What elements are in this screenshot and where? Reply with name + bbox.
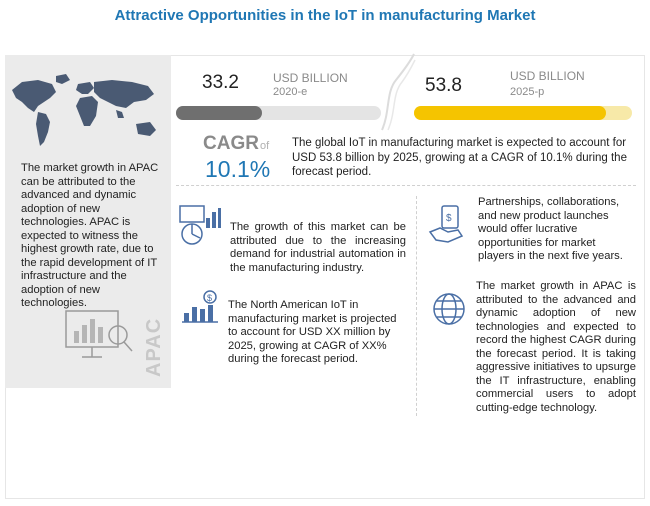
growth-text: The growth of this market can be attribu… bbox=[230, 221, 406, 274]
divider-vertical bbox=[416, 196, 417, 416]
svg-text:$: $ bbox=[207, 293, 212, 303]
bar-track-2020 bbox=[176, 106, 381, 120]
handshake-money-icon: $ bbox=[428, 205, 464, 243]
cagr-label: CAGR bbox=[203, 133, 259, 154]
cagr-of: of bbox=[260, 140, 270, 152]
apac-vertical-label: APAC bbox=[143, 317, 165, 377]
apac-description: The market growth in APAC can be attribu… bbox=[21, 162, 159, 309]
dollar-bar-chart-icon: $ bbox=[182, 290, 218, 323]
year-2020: 2020-e bbox=[273, 86, 308, 98]
global-market-text: The global IoT in manufacturing market i… bbox=[292, 137, 627, 178]
bar-fill-2025 bbox=[414, 106, 606, 120]
value-2020: 33.2 bbox=[202, 72, 239, 93]
analytics-presentation-icon bbox=[65, 310, 133, 358]
apac-growth-text: The market growth in APAC is attributed … bbox=[476, 280, 636, 414]
unit-2025: USD BILLION bbox=[510, 69, 585, 83]
world-map-icon bbox=[12, 74, 156, 146]
svg-text:$: $ bbox=[446, 213, 452, 224]
bar-track-2025 bbox=[414, 106, 632, 120]
page-title: Attractive Opportunities in the IoT in m… bbox=[114, 7, 536, 24]
unit-2020: USD BILLION bbox=[273, 71, 348, 85]
north-america-text: The North American IoT in manufacturing … bbox=[228, 299, 397, 365]
value-2025: 53.8 bbox=[425, 75, 462, 96]
year-2025: 2025-p bbox=[510, 86, 545, 98]
partnerships-text: Partnerships, collaborations, and new pr… bbox=[478, 196, 623, 262]
cagr-value: 10.1% bbox=[205, 156, 271, 182]
decorative-wave-icon bbox=[381, 53, 416, 131]
globe-icon bbox=[433, 293, 465, 325]
divider-horizontal bbox=[176, 185, 636, 186]
bar-fill-2020 bbox=[176, 106, 263, 120]
growth-chart-icon bbox=[179, 205, 221, 245]
